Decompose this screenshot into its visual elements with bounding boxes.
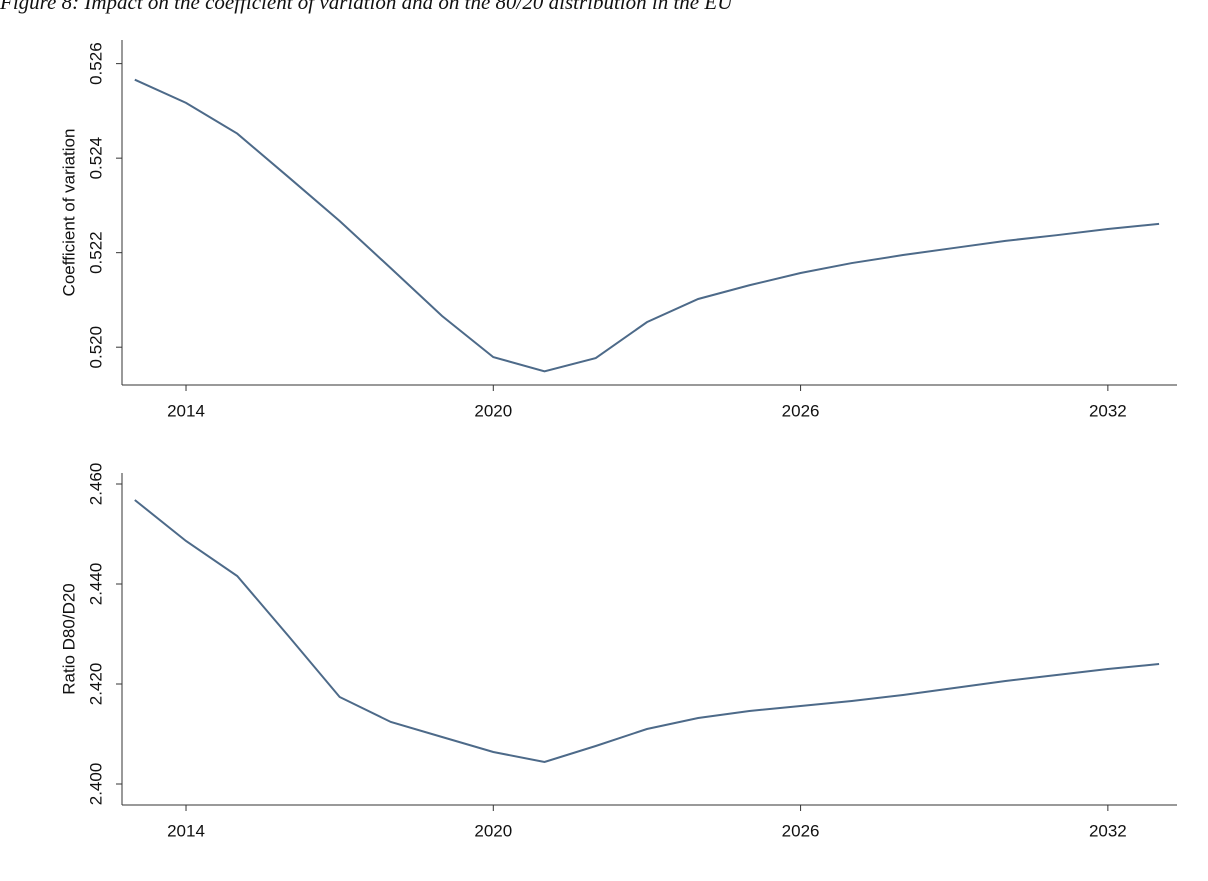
y-tick-label: 2.400 xyxy=(86,763,105,806)
y-tick-label: 0.520 xyxy=(86,326,105,369)
y-tick-label: 0.526 xyxy=(86,42,105,85)
y-tick-label: 2.420 xyxy=(86,663,105,706)
y-tick-label: 2.460 xyxy=(86,463,105,506)
figure-title: Figure 8: Impact on the coefficient of v… xyxy=(0,0,734,14)
y-axis-label: Ratio D80/D20 xyxy=(59,583,78,695)
x-tick-label: 2014 xyxy=(167,401,205,420)
x-tick-label: 2032 xyxy=(1089,401,1127,420)
x-tick-label: 2014 xyxy=(167,821,205,840)
y-tick-label: 0.524 xyxy=(86,137,105,180)
x-tick-label: 2026 xyxy=(782,821,820,840)
x-tick-label: 2020 xyxy=(474,401,512,420)
data-line xyxy=(134,499,1160,764)
data-line xyxy=(134,78,1160,373)
x-tick-label: 2026 xyxy=(782,401,820,420)
y-tick-label: 0.522 xyxy=(86,231,105,274)
x-tick-label: 2020 xyxy=(474,821,512,840)
y-tick-label: 2.440 xyxy=(86,563,105,606)
y-axis-label: Coefficient of variation xyxy=(59,129,78,297)
x-tick-label: 2032 xyxy=(1089,821,1127,840)
